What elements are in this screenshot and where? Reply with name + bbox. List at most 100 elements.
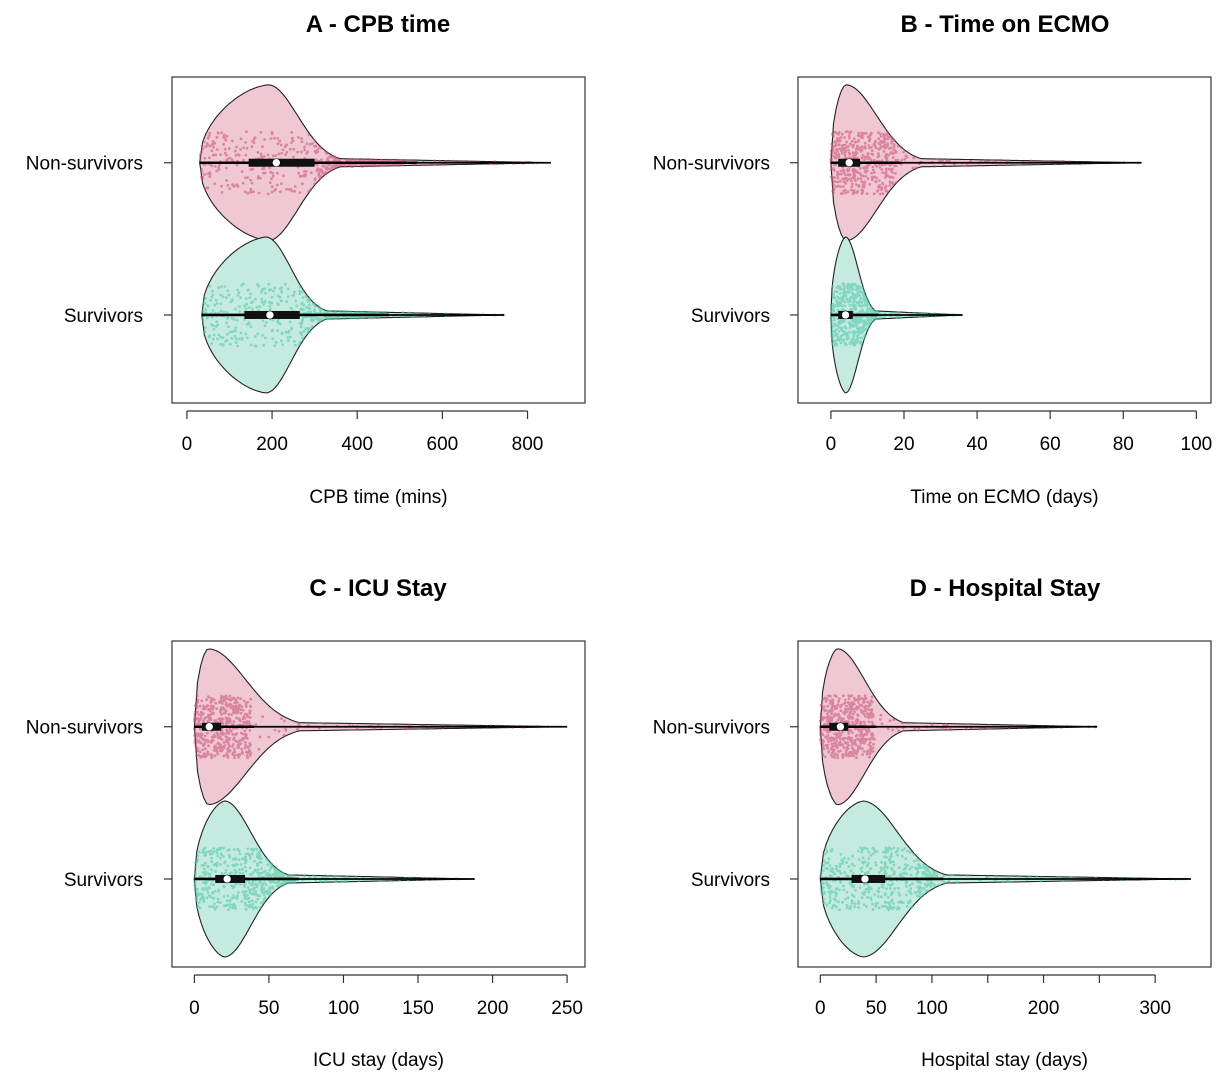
data-point — [208, 886, 212, 890]
data-point — [319, 317, 323, 321]
median-marker — [265, 310, 275, 320]
data-point — [886, 727, 890, 731]
x-tick-label: 60 — [1040, 434, 1061, 455]
data-point — [273, 136, 276, 140]
data-point — [900, 854, 904, 858]
data-point — [244, 855, 248, 859]
data-point — [819, 728, 822, 731]
data-point — [881, 181, 885, 185]
data-point — [887, 137, 890, 140]
data-point — [846, 282, 850, 286]
data-point — [900, 872, 903, 876]
data-point — [923, 882, 927, 886]
data-point — [834, 344, 838, 347]
data-point — [899, 316, 903, 320]
data-point — [215, 750, 219, 753]
data-point — [843, 143, 847, 147]
data-point — [876, 889, 880, 893]
data-point — [199, 875, 202, 878]
data-point — [914, 866, 918, 870]
data-point — [216, 742, 220, 745]
data-point — [401, 311, 405, 315]
plot-frame — [171, 76, 586, 404]
data-point — [900, 721, 904, 725]
data-point — [838, 180, 842, 183]
data-point — [831, 890, 834, 894]
data-point — [852, 343, 855, 346]
data-point — [855, 294, 859, 298]
data-point — [860, 850, 864, 854]
data-point — [220, 184, 223, 188]
data-point — [827, 857, 831, 861]
data-point — [225, 311, 229, 314]
data-point — [305, 142, 309, 146]
data-point — [241, 867, 244, 871]
data-point — [228, 694, 232, 698]
data-point — [826, 743, 829, 747]
data-point — [261, 334, 264, 337]
data-point — [212, 705, 216, 709]
data-point — [219, 746, 222, 749]
data-point — [886, 143, 890, 147]
data-point — [861, 189, 865, 193]
data-point — [269, 865, 273, 869]
data-point — [881, 850, 885, 854]
data-point — [859, 728, 863, 732]
data-point — [830, 847, 834, 851]
data-point — [246, 847, 250, 851]
data-point — [245, 754, 249, 757]
data-point — [874, 146, 878, 150]
data-point — [861, 740, 865, 744]
data-point — [1006, 159, 1009, 163]
data-point — [862, 750, 866, 753]
data-point — [268, 300, 271, 304]
data-point — [881, 192, 885, 196]
data-point — [273, 286, 277, 290]
data-point — [870, 711, 873, 714]
data-point — [246, 751, 250, 755]
data-point — [234, 871, 237, 875]
data-point — [847, 697, 851, 701]
data-point — [236, 294, 240, 297]
data-point — [349, 158, 352, 162]
data-point — [831, 870, 835, 874]
data-point — [845, 890, 849, 894]
data-point — [859, 315, 863, 319]
data-point — [863, 860, 867, 864]
data-point — [833, 130, 837, 134]
data-point — [835, 905, 838, 909]
data-point — [233, 736, 236, 740]
data-point — [351, 164, 355, 168]
data-point — [848, 331, 851, 334]
data-point — [848, 132, 852, 135]
data-point — [224, 738, 228, 742]
data-point — [859, 731, 863, 735]
data-point — [310, 325, 314, 329]
data-point — [868, 703, 872, 707]
data-point — [891, 890, 894, 894]
data-point — [314, 151, 318, 155]
data-point — [835, 704, 838, 708]
data-point — [264, 321, 268, 324]
data-point — [276, 321, 280, 324]
x-tick-label: 100 — [328, 998, 360, 1019]
x-tick-label: 200 — [477, 998, 509, 1019]
data-point — [356, 158, 360, 162]
data-point — [265, 857, 269, 861]
data-point — [271, 154, 275, 158]
data-point — [848, 173, 851, 177]
data-point — [195, 738, 198, 742]
data-point — [850, 140, 854, 143]
data-point — [271, 872, 275, 876]
data-point — [854, 734, 858, 738]
data-point — [844, 173, 847, 177]
data-point — [904, 154, 908, 158]
data-point — [866, 177, 870, 181]
data-point — [224, 868, 228, 872]
data-point — [998, 158, 1002, 162]
data-point — [256, 883, 259, 887]
data-point — [222, 895, 226, 898]
data-point — [858, 299, 861, 303]
data-point — [280, 331, 284, 335]
